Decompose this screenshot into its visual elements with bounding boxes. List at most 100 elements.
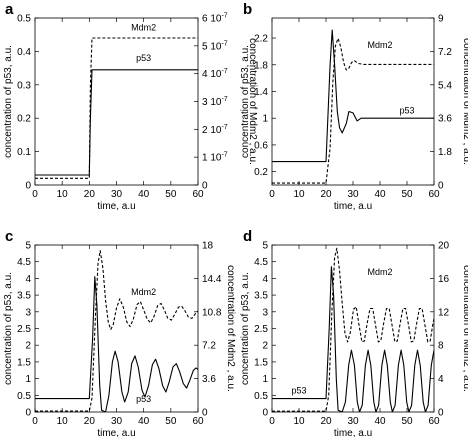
y-right-tick-label: 7.2 xyxy=(438,47,452,58)
y-tick-label: 2.2 xyxy=(254,34,268,45)
y-right-tick-label: 8 xyxy=(438,341,444,352)
x-tick-label: 20 xyxy=(320,189,332,200)
y-tick-label: 2.5 xyxy=(17,324,31,335)
panel-d: d0 10 20 30 40 50 6000.511.522.533.544.5504812… xyxy=(240,228,468,437)
y-right-tick-label: 7.2 xyxy=(202,341,216,352)
y-right-tick-label: 0 xyxy=(438,181,444,192)
y-right-tick-label: 6 10-7 xyxy=(202,13,228,25)
x-tick-label: 10 xyxy=(293,416,305,427)
y-right-tick-label: 12 xyxy=(438,307,450,318)
y-tick-label: 3.5 xyxy=(254,291,268,302)
y-tick-label: 0.6 xyxy=(254,140,268,151)
y-tick-label: 1 xyxy=(25,374,31,385)
panel-letter: b xyxy=(243,1,252,18)
x-axis-title: time, a.u xyxy=(97,201,135,212)
y-right-tick-label: 2 10-7 xyxy=(202,124,228,136)
x-tick-label: 60 xyxy=(192,189,204,200)
y-tick-label: 1 xyxy=(262,374,268,385)
x-axis-title: time, a.u xyxy=(334,201,372,212)
y-right-tick-label: 10.8 xyxy=(202,307,222,318)
x-tick-label: 40 xyxy=(374,416,386,427)
y-tick-label: 0 xyxy=(25,181,31,192)
y-tick-label: 4 xyxy=(262,274,268,285)
y-tick-label: 0.5 xyxy=(254,391,268,402)
series-label-p53: p53 xyxy=(136,53,151,63)
y-right-tick-label: 1.8 xyxy=(438,147,452,158)
plot-frame xyxy=(34,17,199,186)
y-right-tick-label: 3.6 xyxy=(438,114,452,125)
x-tick-label: 0 xyxy=(269,189,275,200)
x-tick-label: 0 xyxy=(32,189,38,200)
x-tick-label: 30 xyxy=(111,416,123,427)
series-mdm2-line xyxy=(272,247,434,412)
x-tick-label: 10 xyxy=(57,189,69,200)
y-right-tick-label: 3.6 xyxy=(202,374,216,385)
series-label-mdm2: Mdm2 xyxy=(131,23,156,33)
y-right-tick-label: 14.4 xyxy=(202,274,222,285)
y-tick-label: 4 xyxy=(25,274,31,285)
x-tick-label: 50 xyxy=(165,189,177,200)
series-mdm2-line xyxy=(35,250,198,412)
y-tick-label: 0.2 xyxy=(17,114,31,125)
series-label-mdm2: Mdm2 xyxy=(131,287,156,297)
x-tick-label: 50 xyxy=(401,189,413,200)
y-axis-title: concentration of p53, a.u. xyxy=(3,45,14,158)
y-tick-label: 0.3 xyxy=(17,80,31,91)
panel-c: c0 10 20 30 40 50 6000.511.522.533.544.5503.67… xyxy=(3,228,236,437)
y-right-tick-label: 0 xyxy=(202,181,208,192)
y-tick-label: 1.4 xyxy=(254,87,268,98)
x-tick-label: 50 xyxy=(401,416,413,427)
y-right-tick-label: 3 10-7 xyxy=(202,96,228,108)
series-p53-line xyxy=(272,266,434,412)
y-right-tick-label: 9 xyxy=(438,14,444,25)
series-mdm2-line xyxy=(35,37,198,179)
x-tick-label: 30 xyxy=(347,189,359,200)
y-tick-label: 0 xyxy=(262,408,268,419)
y-tick-label: 5 xyxy=(25,241,31,252)
y-right-axis-title: concentration of Mdm2 , a.u. xyxy=(247,38,258,165)
series-label-mdm2: Mdm2 xyxy=(367,40,392,50)
y-right-axis-title: concentration of Mdm2 , a.u. xyxy=(461,38,468,165)
x-axis-title: time, a.u xyxy=(334,428,372,437)
y-axis-title: concentration of p53, a.u. xyxy=(240,45,251,158)
y-right-axis-title: concentration of Mdm2 , a.u. xyxy=(461,265,468,392)
x-tick-label: 40 xyxy=(138,189,150,200)
y-tick-label: 0.2 xyxy=(254,167,268,178)
y-tick-label: 1.8 xyxy=(254,60,268,71)
y-tick-label: 2.5 xyxy=(254,324,268,335)
series-label-p53: p53 xyxy=(291,386,306,396)
y-tick-label: 4.5 xyxy=(17,257,31,268)
x-tick-label: 50 xyxy=(165,416,177,427)
y-tick-label: 5 xyxy=(262,241,268,252)
y-axis-title: concentration of p53, a.u. xyxy=(3,272,14,385)
series-label-p53: p53 xyxy=(136,394,151,404)
x-tick-label: 20 xyxy=(84,416,96,427)
y-tick-label: 0 xyxy=(25,408,31,419)
x-tick-label: 60 xyxy=(428,189,440,200)
y-tick-label: 3 xyxy=(25,307,31,318)
series-label-mdm2: Mdm2 xyxy=(367,267,392,277)
x-tick-label: 40 xyxy=(374,189,386,200)
x-tick-label: 30 xyxy=(347,416,359,427)
series-p53-line xyxy=(35,276,198,412)
series-p53-line xyxy=(35,69,198,176)
y-right-tick-label: 16 xyxy=(438,274,450,285)
y-right-tick-label: 4 10-7 xyxy=(202,68,228,80)
y-right-tick-label: 5.4 xyxy=(438,80,452,91)
y-right-tick-label: 18 xyxy=(202,241,214,252)
y-tick-label: 1 xyxy=(262,114,268,125)
series-label-p53: p53 xyxy=(399,106,414,116)
panel-letter: d xyxy=(243,228,252,245)
y-right-axis-title: concentration of Mdm2 , a.u. xyxy=(225,265,236,392)
y-tick-label: 0.1 xyxy=(17,147,31,158)
y-tick-label: 1.5 xyxy=(17,357,31,368)
y-tick-label: 0.5 xyxy=(17,391,31,402)
x-axis-title: time, a.u xyxy=(97,428,135,437)
y-axis-title: concentration of p53, a.u. xyxy=(240,272,251,385)
y-right-tick-label: 1 10-7 xyxy=(202,152,228,164)
y-tick-label: 4.5 xyxy=(254,257,268,268)
x-tick-label: 40 xyxy=(138,416,150,427)
x-tick-label: 20 xyxy=(320,416,332,427)
